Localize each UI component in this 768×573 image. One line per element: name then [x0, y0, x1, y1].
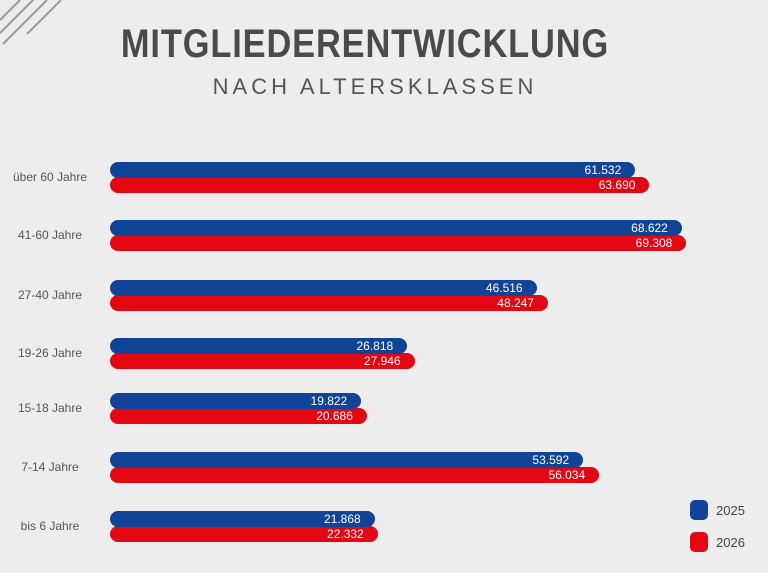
bar-2026: 20.686 — [110, 408, 367, 424]
bar-2026: 69.308 — [110, 235, 687, 251]
bar-2025: 53.592 — [110, 452, 584, 468]
data-label: 69.308 — [635, 236, 673, 250]
category-label: 27-40 Jahre — [17, 288, 83, 302]
legend-label: 2026 — [716, 535, 745, 550]
data-label: 46.516 — [485, 281, 523, 295]
category-label: über 60 Jahre — [12, 170, 88, 184]
data-label: 56.034 — [548, 468, 586, 482]
data-label: 61.532 — [584, 163, 622, 177]
category-label: 41-60 Jahre — [17, 228, 83, 242]
chart-title: MITGLIEDERENTWICKLUNG — [120, 22, 610, 66]
data-label: 19.822 — [310, 394, 348, 408]
data-label: 63.690 — [598, 178, 636, 192]
category-label: 7-14 Jahre — [21, 460, 79, 474]
bar-2025: 61.532 — [110, 162, 636, 178]
data-label: 48.247 — [497, 296, 534, 310]
decorative-stripes — [0, 0, 62, 45]
category-label: 15-18 Jahre — [17, 401, 83, 415]
data-label: 27.946 — [363, 354, 401, 368]
data-label: 53.592 — [532, 453, 570, 467]
bar-2025: 26.818 — [110, 338, 408, 354]
data-label: 21.868 — [323, 512, 361, 526]
data-label: 68.622 — [631, 221, 668, 235]
bar-2025: 46.516 — [110, 280, 537, 296]
chart-subtitle: NACH ALTERSKLASSEN — [212, 74, 538, 99]
data-label: 26.818 — [356, 339, 394, 353]
legend-label: 2025 — [716, 503, 745, 518]
legend-swatch-2026 — [690, 532, 708, 552]
bar-2025: 19.822 — [110, 393, 362, 409]
bar-2025: 68.622 — [110, 220, 682, 236]
bar-2026: 63.690 — [110, 177, 650, 193]
data-label: 20.686 — [316, 409, 353, 423]
category-label: bis 6 Jahre — [20, 519, 80, 533]
category-label: 19-26 Jahre — [17, 346, 83, 360]
bar-2026: 48.247 — [110, 295, 548, 311]
legend-swatch-2025 — [690, 500, 708, 520]
bar-2025: 21.868 — [110, 511, 375, 527]
data-label: 22.332 — [327, 527, 364, 541]
bar-2026: 27.946 — [110, 353, 415, 369]
bar-2026: 22.332 — [110, 526, 378, 542]
bar-2026: 56.034 — [110, 467, 600, 483]
